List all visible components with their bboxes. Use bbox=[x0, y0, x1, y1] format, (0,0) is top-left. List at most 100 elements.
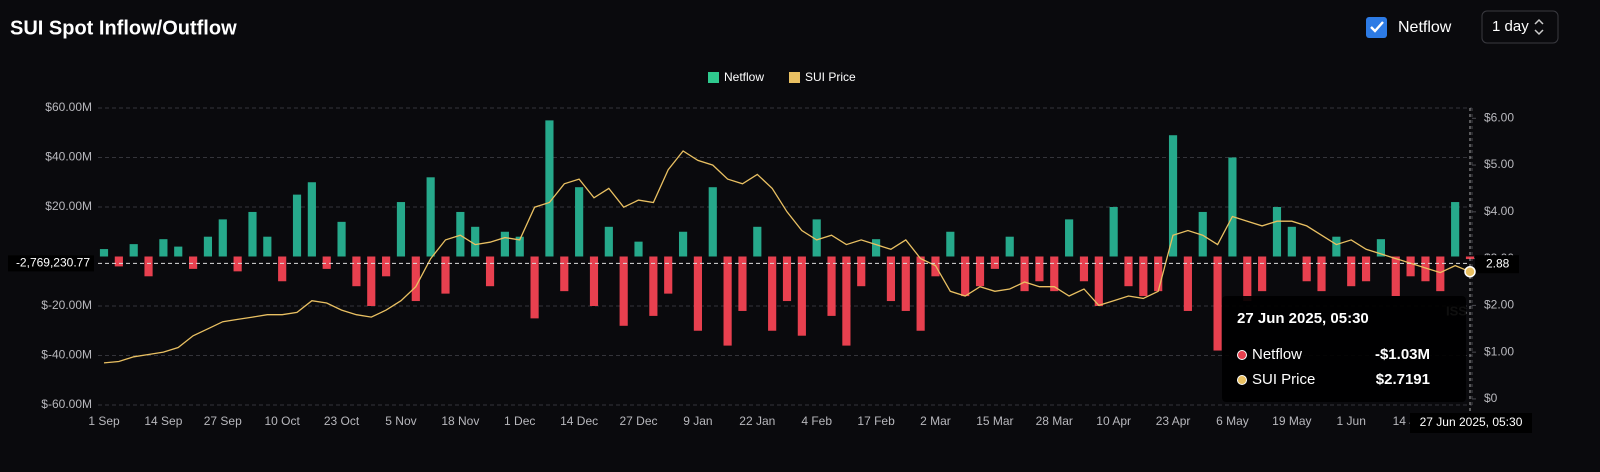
bar bbox=[485, 256, 495, 287]
bar bbox=[382, 256, 391, 277]
x-tick-label: 10 Apr bbox=[1096, 414, 1131, 428]
bar bbox=[1465, 256, 1475, 260]
bar bbox=[1406, 256, 1415, 277]
y2-tick-label: $0 bbox=[1484, 391, 1498, 405]
y2-tick-label: $1.00 bbox=[1484, 344, 1514, 358]
bar bbox=[1302, 256, 1311, 282]
x-tick-label: 15 Mar bbox=[976, 414, 1013, 428]
bar bbox=[396, 202, 406, 257]
bar bbox=[292, 194, 302, 257]
bar bbox=[278, 256, 287, 282]
bar bbox=[411, 256, 420, 302]
bar bbox=[1139, 256, 1148, 297]
bar bbox=[471, 226, 480, 257]
bar bbox=[886, 256, 896, 302]
hover-dot bbox=[1464, 265, 1476, 278]
bar bbox=[634, 241, 643, 257]
bar bbox=[426, 177, 435, 257]
y-tick-label: $20.00M bbox=[45, 199, 92, 213]
bar bbox=[901, 256, 910, 311]
price-line bbox=[103, 150, 1471, 364]
x-tick-label: 22 Jan bbox=[739, 414, 775, 428]
interval-label[interactable]: 1 day bbox=[1492, 18, 1529, 35]
x-tick-label: 2 Mar bbox=[920, 414, 951, 428]
tooltip-name: Netflow bbox=[1252, 346, 1302, 363]
checkbox[interactable] bbox=[1366, 17, 1387, 38]
x-tick-label: 18 Nov bbox=[441, 414, 479, 428]
bar bbox=[872, 239, 881, 257]
bar bbox=[693, 256, 702, 331]
y-tick-label: $-60.00M bbox=[41, 397, 92, 411]
x-tick-label: 14 Sep bbox=[144, 414, 182, 428]
x-tick-label: 4 Feb bbox=[801, 414, 832, 428]
checkmark bbox=[1370, 21, 1384, 33]
bar bbox=[114, 256, 123, 267]
bar bbox=[456, 211, 465, 257]
bar bbox=[678, 231, 688, 257]
bar bbox=[174, 246, 183, 257]
bar bbox=[1332, 236, 1341, 257]
x-tick-label: 23 Apr bbox=[1156, 414, 1191, 428]
bar bbox=[604, 226, 613, 257]
tooltip-value: $2.7191 bbox=[1376, 371, 1430, 388]
crosshair-y2-label: 2.88 bbox=[1486, 256, 1510, 270]
bar bbox=[1168, 135, 1178, 257]
bar bbox=[99, 249, 109, 257]
bar bbox=[530, 256, 539, 319]
bar bbox=[1065, 219, 1074, 257]
bar bbox=[664, 256, 673, 294]
bar bbox=[782, 256, 792, 302]
x-tick-label: 1 Dec bbox=[504, 414, 535, 428]
bar bbox=[753, 226, 762, 257]
x-tick-label: 5 Nov bbox=[385, 414, 416, 428]
bar bbox=[441, 256, 450, 294]
x-tick-label: 6 May bbox=[1216, 414, 1249, 428]
x-tick-label: 1 Jun bbox=[1337, 414, 1366, 428]
bar bbox=[1109, 207, 1118, 257]
x-tick-label: 28 Mar bbox=[1036, 414, 1073, 428]
bar bbox=[857, 256, 866, 287]
bar bbox=[1272, 207, 1282, 257]
dropdown-icon bbox=[1534, 18, 1544, 36]
bar bbox=[990, 256, 999, 269]
tooltip-dot bbox=[1237, 350, 1247, 360]
crosshair-y-label: -2,769,230.77 bbox=[16, 256, 90, 270]
bar bbox=[738, 256, 747, 311]
bar bbox=[1213, 256, 1222, 351]
y2-tick-label: $5.00 bbox=[1484, 157, 1514, 171]
y-tick-label: $40.00M bbox=[45, 150, 92, 164]
bar bbox=[1005, 236, 1014, 257]
bar bbox=[560, 256, 569, 292]
bar bbox=[1258, 256, 1267, 292]
bar bbox=[1436, 256, 1445, 292]
bar bbox=[649, 256, 658, 316]
bar bbox=[1183, 256, 1192, 311]
legend-label: Netflow bbox=[724, 70, 764, 84]
chart-title: SUI Spot Inflow/Outflow bbox=[10, 17, 237, 39]
bar bbox=[1376, 239, 1385, 257]
tooltip-value: -$1.03M bbox=[1375, 346, 1430, 363]
bar bbox=[1079, 256, 1089, 282]
bar bbox=[1347, 256, 1356, 287]
bar bbox=[1451, 202, 1460, 257]
bar bbox=[916, 256, 925, 331]
bar bbox=[189, 256, 198, 269]
bar bbox=[500, 231, 509, 257]
bar bbox=[1154, 256, 1163, 292]
bar bbox=[619, 256, 628, 326]
tooltip-name: SUI Price bbox=[1252, 371, 1315, 388]
bar bbox=[218, 219, 227, 257]
bar bbox=[233, 256, 242, 272]
bar bbox=[144, 256, 153, 277]
bar bbox=[575, 187, 584, 257]
bar bbox=[1124, 256, 1133, 287]
bar bbox=[159, 239, 168, 257]
bar bbox=[723, 256, 732, 346]
x-tick-label: 19 May bbox=[1272, 414, 1311, 428]
x-tick-label: 10 Oct bbox=[264, 414, 300, 428]
x-tick-label: 27 Sep bbox=[204, 414, 242, 428]
y-tick-label: $-20.00M bbox=[41, 298, 92, 312]
toggle-label[interactable]: Netflow bbox=[1398, 19, 1452, 36]
bar bbox=[946, 231, 955, 257]
